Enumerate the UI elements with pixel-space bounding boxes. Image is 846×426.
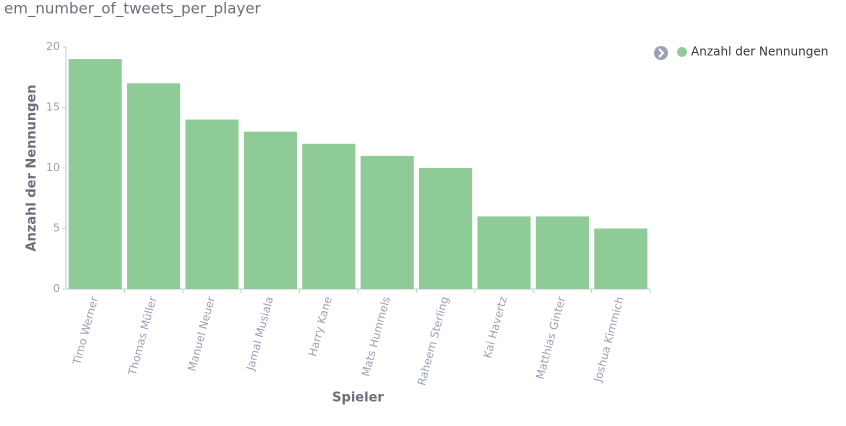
x-axis-title: Spieler [332,391,384,406]
legend-swatch [677,47,687,57]
chart-title: em_number_of_tweets_per_player [4,0,262,19]
x-tick-label: Kai Havertz [481,295,510,360]
bar [127,83,181,289]
legend-toggle[interactable] [654,46,668,60]
bar [68,59,122,289]
y-tick-label: 10 [46,161,60,174]
bar [477,216,531,289]
bar [302,143,356,289]
y-tick-label: 0 [53,282,60,295]
x-tick-label: Raheem Sterling [415,295,451,387]
x-tick-label: Manuel Neuer [185,295,218,373]
bar [243,131,297,289]
x-tick-label: Mats Hummels [359,295,393,378]
bar [185,119,239,289]
x-tick-label: Matthias Ginter [534,295,569,381]
y-tick-label: 5 [53,222,60,235]
y-tick-label: 15 [46,101,60,114]
x-tick-label: Joshua Kimmich [591,295,627,384]
bar [594,228,648,289]
x-tick-label: Jamal Musiala [244,295,276,373]
legend-label: Anzahl der Nennungen [691,45,828,59]
bar [419,168,473,289]
x-tick-label: Harry Kane [306,295,335,358]
bar [535,216,589,289]
bar [360,155,414,289]
y-axis-title: Anzahl der Nennungen [25,84,40,251]
x-tick-label: Thomas Müller [126,295,160,378]
y-tick-label: 20 [46,40,60,53]
x-tick-label: Timo Werner [70,295,101,367]
